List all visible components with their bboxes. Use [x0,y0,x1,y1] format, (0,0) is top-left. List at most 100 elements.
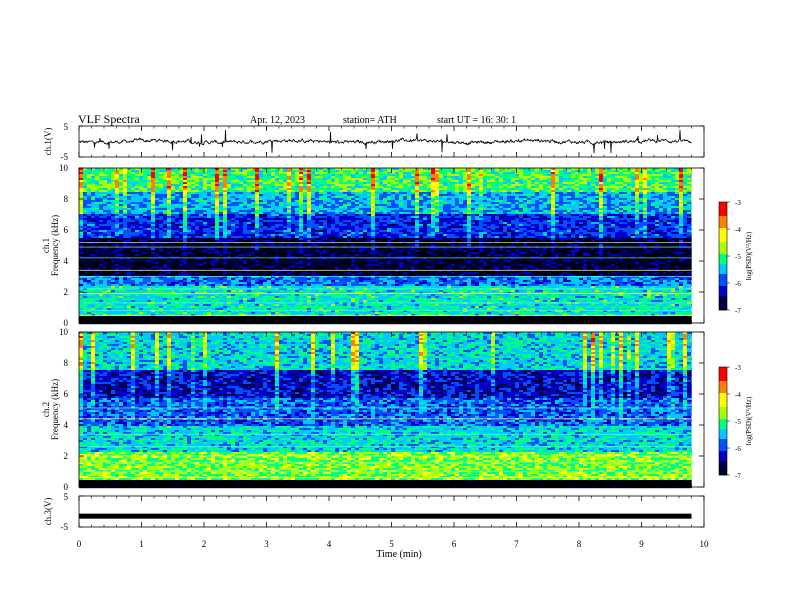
spectrogram-cell [151,186,156,189]
spectrogram-cell [131,228,136,231]
spectrogram-cell [367,218,372,221]
spectrogram-cell [575,226,580,229]
spectrogram-cell [347,208,352,211]
spectrogram-cell [135,210,140,213]
spectrogram-cell [223,194,228,197]
spectrogram-cell [79,200,84,203]
spectrogram-cell [539,176,544,179]
spectrogram-cell [667,216,672,219]
spectrogram-cell [87,228,92,231]
spectrogram-cell [567,190,572,193]
spectrogram-cell [243,184,248,187]
spectrogram-cell [559,170,564,173]
spectrogram-cell [511,204,516,207]
spectrogram-cell [111,172,116,175]
spectrogram-cell [331,224,336,227]
spectrogram-cell [623,172,628,175]
spectrogram-cell [275,176,280,179]
spectrogram-cell [635,202,640,205]
spectrogram-cell [499,208,504,211]
spectrogram-cell [203,192,208,195]
spectrogram-cell [83,196,88,199]
spectrogram-cell [395,204,400,207]
spectrogram-cell [127,202,132,205]
spectrogram-cell [459,216,464,219]
spectrogram-cell [411,182,416,185]
spectrogram-cell [331,182,336,185]
spectrogram-cell [191,212,196,215]
spectrogram-cell [503,178,508,181]
spectrogram-cell [663,174,668,177]
spectrogram-cell [183,174,188,177]
spectrogram-cell [463,174,468,177]
spectrogram-cell [167,204,172,207]
spectrogram-cell [123,230,128,233]
spectrogram-cell [523,178,528,181]
spectrogram-cell [595,230,600,233]
spectrogram-cell [623,186,628,189]
spectrogram-cell [371,186,376,189]
spectrogram-cell [523,224,528,227]
spectrogram-cell [163,172,168,175]
spectrogram-cell [171,188,176,191]
spectrogram-cell [327,174,332,177]
spectrogram-cell [327,198,332,201]
spectrogram-cell [255,232,260,235]
spectrogram-cell [223,208,228,211]
spectrogram-cell [555,214,560,217]
spectrogram-cell [415,186,420,189]
spectrogram-cell [463,212,468,215]
spectrogram-cell [623,178,628,181]
spectrogram-cell [647,188,652,191]
spectrogram-cell [655,188,660,191]
spectrogram-cell [115,218,120,221]
spectrogram-cell [159,228,164,231]
spectrogram-cell [343,188,348,191]
spectrogram-cell [183,188,188,191]
spectrogram-cell [99,216,104,219]
spectrogram-cell [587,168,592,171]
spectrogram-cell [515,210,520,213]
spectrogram-cell [103,194,108,197]
spectrogram-cell [343,178,348,181]
spectrogram-cell [291,182,296,185]
spectrogram-cell [503,220,508,223]
spectrogram-cell [255,176,260,179]
spectrogram-cell [239,194,244,197]
spectrogram-cell [179,184,184,187]
spectrogram-cell [95,192,100,195]
spectrogram-cell [179,206,184,209]
spectrogram-cell [691,172,692,175]
spectrogram-cell [339,178,344,181]
spectrogram-cell [411,176,416,179]
spectrogram-cell [335,214,340,217]
spectrogram-cell [511,176,516,179]
spectrogram-cell [563,230,568,233]
spectrogram-cell [387,188,392,191]
spectrogram-cell [351,184,356,187]
spectrogram-cell [215,210,220,213]
spectrogram-cell [187,210,192,213]
spectrogram-cell [231,230,236,233]
spectrogram-cell [303,184,308,187]
spectrogram-cell [399,210,404,213]
spectrogram-cell [663,202,668,205]
spectrogram-cell [291,192,296,195]
spectrogram-cell [675,222,680,225]
spectrogram-cell [351,200,356,203]
spectrogram-cell [439,202,444,205]
spectrogram-cell [455,218,460,221]
spectrogram-cell [463,224,468,227]
spectrogram-cell [143,200,148,203]
spectrogram-cell [683,190,688,193]
spectrogram-cell [367,184,372,187]
spectrogram-cell [175,204,180,207]
spectrogram-cell [203,202,208,205]
spectrogram-cell [135,228,140,231]
spectrogram-cell [183,194,188,197]
spectrogram-cell [111,230,116,233]
spectrogram-cell [439,182,444,185]
spectrogram-cell [207,180,212,183]
spectrogram-cell [143,226,148,229]
spectrogram-cell [555,168,560,171]
